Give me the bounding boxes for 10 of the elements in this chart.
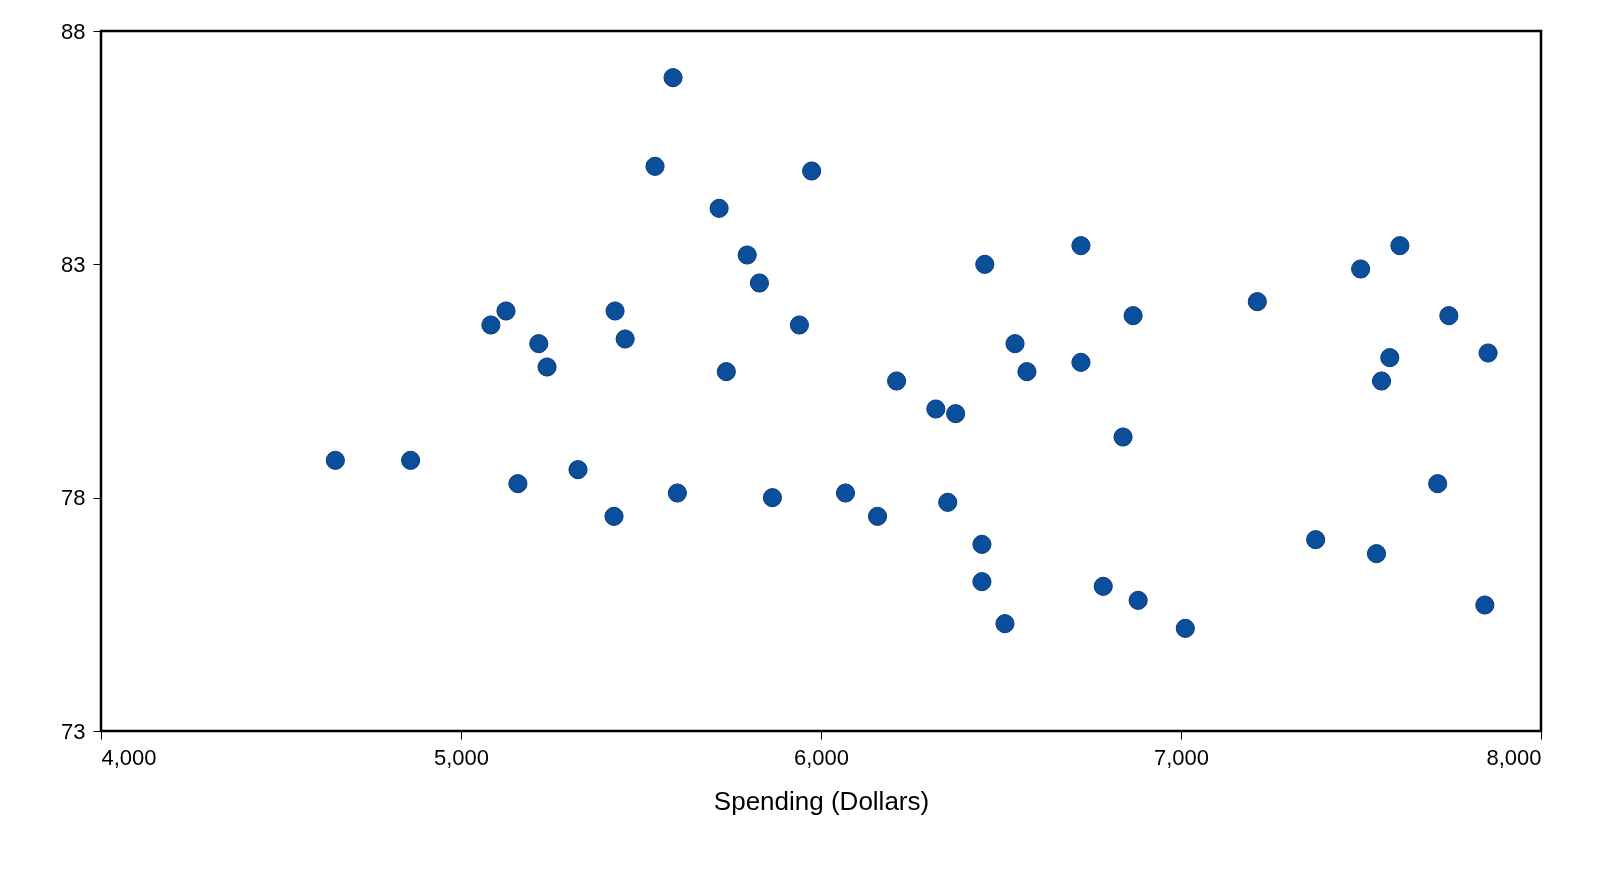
- x-tick-label: 7,000: [1153, 744, 1210, 770]
- x-tick-label: 8,000: [1486, 744, 1542, 770]
- x-tick-label: 5,000: [433, 744, 490, 770]
- y-tick-label: 83: [61, 251, 86, 277]
- x-tick-label: 6,000: [793, 744, 850, 770]
- y-tick-label: 73: [61, 718, 86, 744]
- y-tick-label: 78: [61, 485, 86, 511]
- x-tick-label: 4,000: [101, 744, 157, 770]
- x-axis-title: Spending (Dollars): [713, 785, 930, 816]
- y-tick-label: 88: [61, 18, 86, 44]
